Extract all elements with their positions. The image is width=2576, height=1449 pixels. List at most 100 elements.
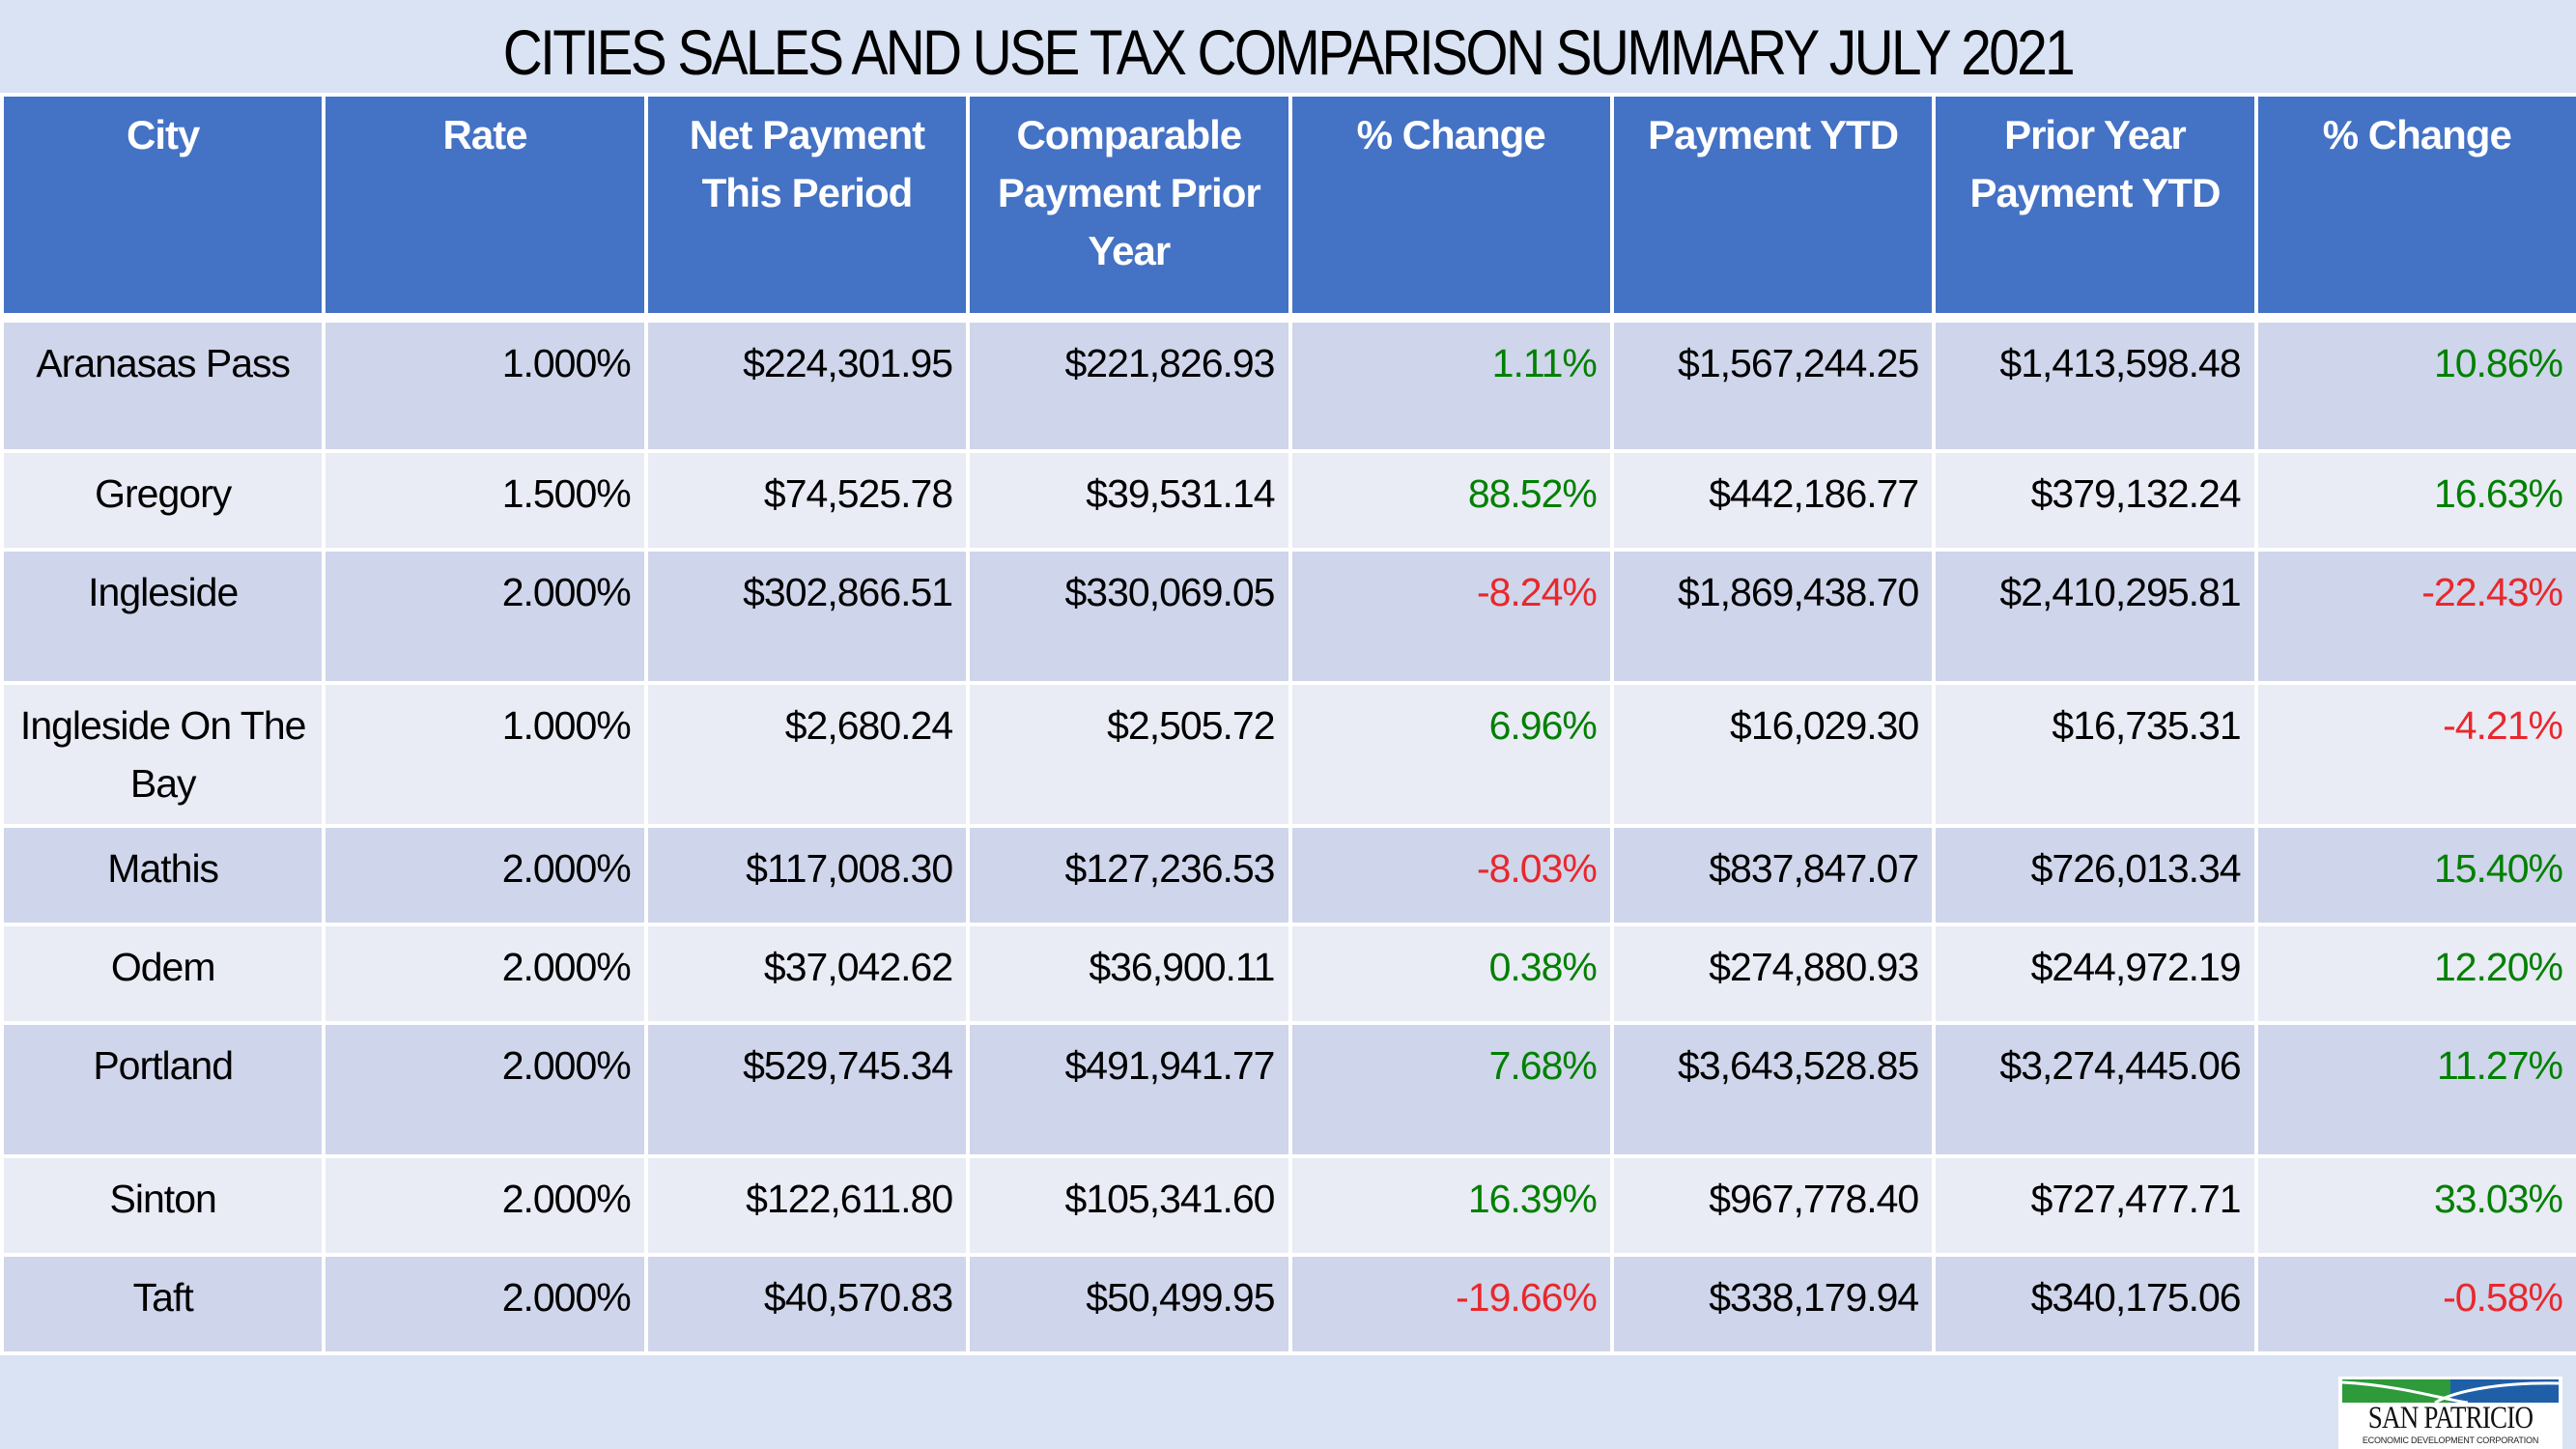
table-row: Ingleside 2.000% $302,866.51 $330,069.05 -8.… [0, 548, 2576, 685]
cell-prior-ytd: $244,972.19 [1932, 923, 2258, 1025]
table-row: Aranasas Pass 1.000% $224,301.95 $221,826.9… [0, 316, 2576, 453]
cell-net-payment: $2,680.24 [643, 681, 971, 828]
cell-prior-ytd: $726,013.34 [1932, 824, 2258, 926]
cell-prior-ytd: $379,132.24 [1932, 449, 2258, 552]
cell-city: Ingleside On The Bay [0, 681, 326, 828]
cell-payment-ytd: $837,847.07 [1609, 824, 1937, 926]
logo-swoosh-line [2434, 1381, 2559, 1403]
cell-city: Sinton [0, 1154, 326, 1257]
table-row: Odem 2.000% $37,042.62 $36,900.11 0.38% $274,… [0, 923, 2576, 1025]
cell-rate: 1.500% [322, 449, 648, 552]
cell-ytd-pct-change: 10.86% [2253, 316, 2576, 453]
cell-comparable-prior: $2,505.72 [966, 681, 1292, 828]
cell-rate: 2.000% [322, 548, 648, 685]
header-prior-ytd: Prior Year Payment YTD [1932, 93, 2258, 323]
tax-comparison-table: City Rate Net Payment This Period Compar… [0, 93, 2576, 1355]
header-city: City [0, 93, 326, 323]
cell-prior-ytd: $2,410,295.81 [1932, 548, 2258, 685]
page-title: CITIES SALES AND USE TAX COMPARISON SUMM… [502, 16, 2076, 88]
cell-payment-ytd: $967,778.40 [1609, 1154, 1937, 1257]
cell-prior-ytd: $16,735.31 [1932, 681, 2258, 828]
cell-rate: 2.000% [322, 1021, 648, 1158]
header-payment-ytd: Payment YTD [1609, 93, 1937, 323]
cell-ytd-pct-change: 11.27% [2253, 1021, 2576, 1158]
cell-city: Mathis [0, 824, 326, 926]
tax-comparison-table-container: City Rate Net Payment This Period Compar… [0, 93, 2576, 1355]
cell-pct-change: 6.96% [1288, 681, 1614, 828]
cell-rate: 2.000% [322, 923, 648, 1025]
table-row: Taft 2.000% $40,570.83 $50,499.95 -19.66% $33… [0, 1253, 2576, 1355]
table-row: Gregory 1.500% $74,525.78 $39,531.14 88.52% $… [0, 449, 2576, 552]
cell-net-payment: $224,301.95 [643, 316, 971, 453]
table-row: Mathis 2.000% $117,008.30 $127,236.53 -8.03%… [0, 824, 2576, 926]
cell-ytd-pct-change: 16.63% [2253, 449, 2576, 552]
cell-ytd-pct-change: 15.40% [2253, 824, 2576, 926]
header-row: City Rate Net Payment This Period Compar… [0, 93, 2576, 323]
cell-prior-ytd: $727,477.71 [1932, 1154, 2258, 1257]
table-row: Sinton 2.000% $122,611.80 $105,341.60 16.39%… [0, 1154, 2576, 1257]
cell-city: Taft [0, 1253, 326, 1355]
logo-swoosh-line [2342, 1380, 2469, 1403]
cell-payment-ytd: $274,880.93 [1609, 923, 1937, 1025]
cell-net-payment: $74,525.78 [643, 449, 971, 552]
header-ytd-pct-change: % Change [2253, 93, 2576, 323]
cell-payment-ytd: $3,643,528.85 [1609, 1021, 1937, 1158]
cell-ytd-pct-change: -4.21% [2253, 681, 2576, 828]
cell-ytd-pct-change: 33.03% [2253, 1154, 2576, 1257]
cell-city: Odem [0, 923, 326, 1025]
cell-city: Ingleside [0, 548, 326, 685]
cell-net-payment: $40,570.83 [643, 1253, 971, 1355]
cell-comparable-prior: $127,236.53 [966, 824, 1292, 926]
header-pct-change: % Change [1288, 93, 1614, 323]
cell-payment-ytd: $16,029.30 [1609, 681, 1937, 828]
logo-name: SAN PATRICIO [2367, 1401, 2534, 1435]
table-body: Aranasas Pass 1.000% $224,301.95 $221,826.9… [0, 316, 2576, 1355]
cell-prior-ytd: $340,175.06 [1932, 1253, 2258, 1355]
cell-comparable-prior: $36,900.11 [966, 923, 1292, 1025]
cell-pct-change: 1.11% [1288, 316, 1614, 453]
cell-city: Gregory [0, 449, 326, 552]
cell-pct-change: -8.24% [1288, 548, 1614, 685]
cell-rate: 2.000% [322, 824, 648, 926]
cell-city: Aranasas Pass [0, 316, 326, 453]
cell-pct-change: 88.52% [1288, 449, 1614, 552]
table-row: Ingleside On The Bay 1.000% $2,680.24 $2,50… [0, 681, 2576, 828]
cell-rate: 2.000% [322, 1253, 648, 1355]
header-net-payment: Net Payment This Period [643, 93, 971, 323]
cell-rate: 1.000% [322, 681, 648, 828]
cell-rate: 2.000% [322, 1154, 648, 1257]
cell-payment-ytd: $1,567,244.25 [1609, 316, 1937, 453]
cell-payment-ytd: $338,179.94 [1609, 1253, 1937, 1355]
cell-pct-change: 0.38% [1288, 923, 1614, 1025]
cell-net-payment: $37,042.62 [643, 923, 971, 1025]
cell-comparable-prior: $221,826.93 [966, 316, 1292, 453]
cell-comparable-prior: $105,341.60 [966, 1154, 1292, 1257]
header-comparable-prior: Comparable Payment Prior Year [966, 93, 1292, 323]
san-patricio-logo: SAN PATRICIO ECONOMIC DEVELOPMENT CORPOR… [2338, 1377, 2562, 1449]
cell-pct-change: -8.03% [1288, 824, 1614, 926]
cell-pct-change: 7.68% [1288, 1021, 1614, 1158]
cell-prior-ytd: $3,274,445.06 [1932, 1021, 2258, 1158]
cell-comparable-prior: $491,941.77 [966, 1021, 1292, 1158]
cell-payment-ytd: $442,186.77 [1609, 449, 1937, 552]
cell-ytd-pct-change: 12.20% [2253, 923, 2576, 1025]
logo-subtitle: ECONOMIC DEVELOPMENT CORPORATION [2362, 1435, 2539, 1445]
table-row: Portland 2.000% $529,745.34 $491,941.77 7.68… [0, 1021, 2576, 1158]
cell-net-payment: $529,745.34 [643, 1021, 971, 1158]
cell-comparable-prior: $50,499.95 [966, 1253, 1292, 1355]
cell-net-payment: $302,866.51 [643, 548, 971, 685]
logo-swoosh-icon [2342, 1379, 2559, 1403]
cell-pct-change: 16.39% [1288, 1154, 1614, 1257]
cell-net-payment: $122,611.80 [643, 1154, 971, 1257]
cell-ytd-pct-change: -22.43% [2253, 548, 2576, 685]
cell-comparable-prior: $39,531.14 [966, 449, 1292, 552]
cell-ytd-pct-change: -0.58% [2253, 1253, 2576, 1355]
cell-net-payment: $117,008.30 [643, 824, 971, 926]
cell-pct-change: -19.66% [1288, 1253, 1614, 1355]
cell-comparable-prior: $330,069.05 [966, 548, 1292, 685]
header-rate: Rate [322, 93, 648, 323]
cell-prior-ytd: $1,413,598.48 [1932, 316, 2258, 453]
cell-rate: 1.000% [322, 316, 648, 453]
cell-payment-ytd: $1,869,438.70 [1609, 548, 1937, 685]
cell-city: Portland [0, 1021, 326, 1158]
